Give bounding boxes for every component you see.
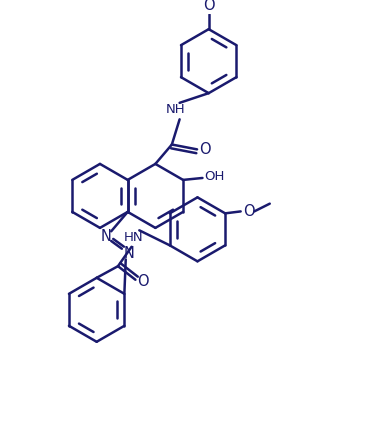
Text: OH: OH <box>204 170 224 183</box>
Text: O: O <box>199 142 211 157</box>
Text: O: O <box>242 204 254 219</box>
Text: O: O <box>137 274 149 289</box>
Text: N: N <box>123 246 134 261</box>
Text: NH: NH <box>166 103 185 116</box>
Text: N: N <box>101 229 112 244</box>
Text: HN: HN <box>124 231 143 244</box>
Text: O: O <box>203 0 215 13</box>
